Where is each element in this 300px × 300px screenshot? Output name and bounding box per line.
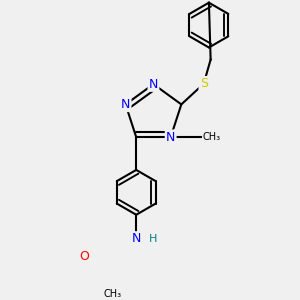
Text: H: H (149, 234, 158, 244)
Text: CH₃: CH₃ (203, 132, 221, 142)
Text: N: N (166, 131, 175, 144)
Text: N: N (149, 78, 158, 91)
Text: N: N (121, 98, 130, 111)
Text: O: O (80, 250, 89, 262)
Text: CH₃: CH₃ (103, 289, 121, 299)
Text: N: N (131, 232, 141, 245)
Text: S: S (200, 77, 208, 90)
